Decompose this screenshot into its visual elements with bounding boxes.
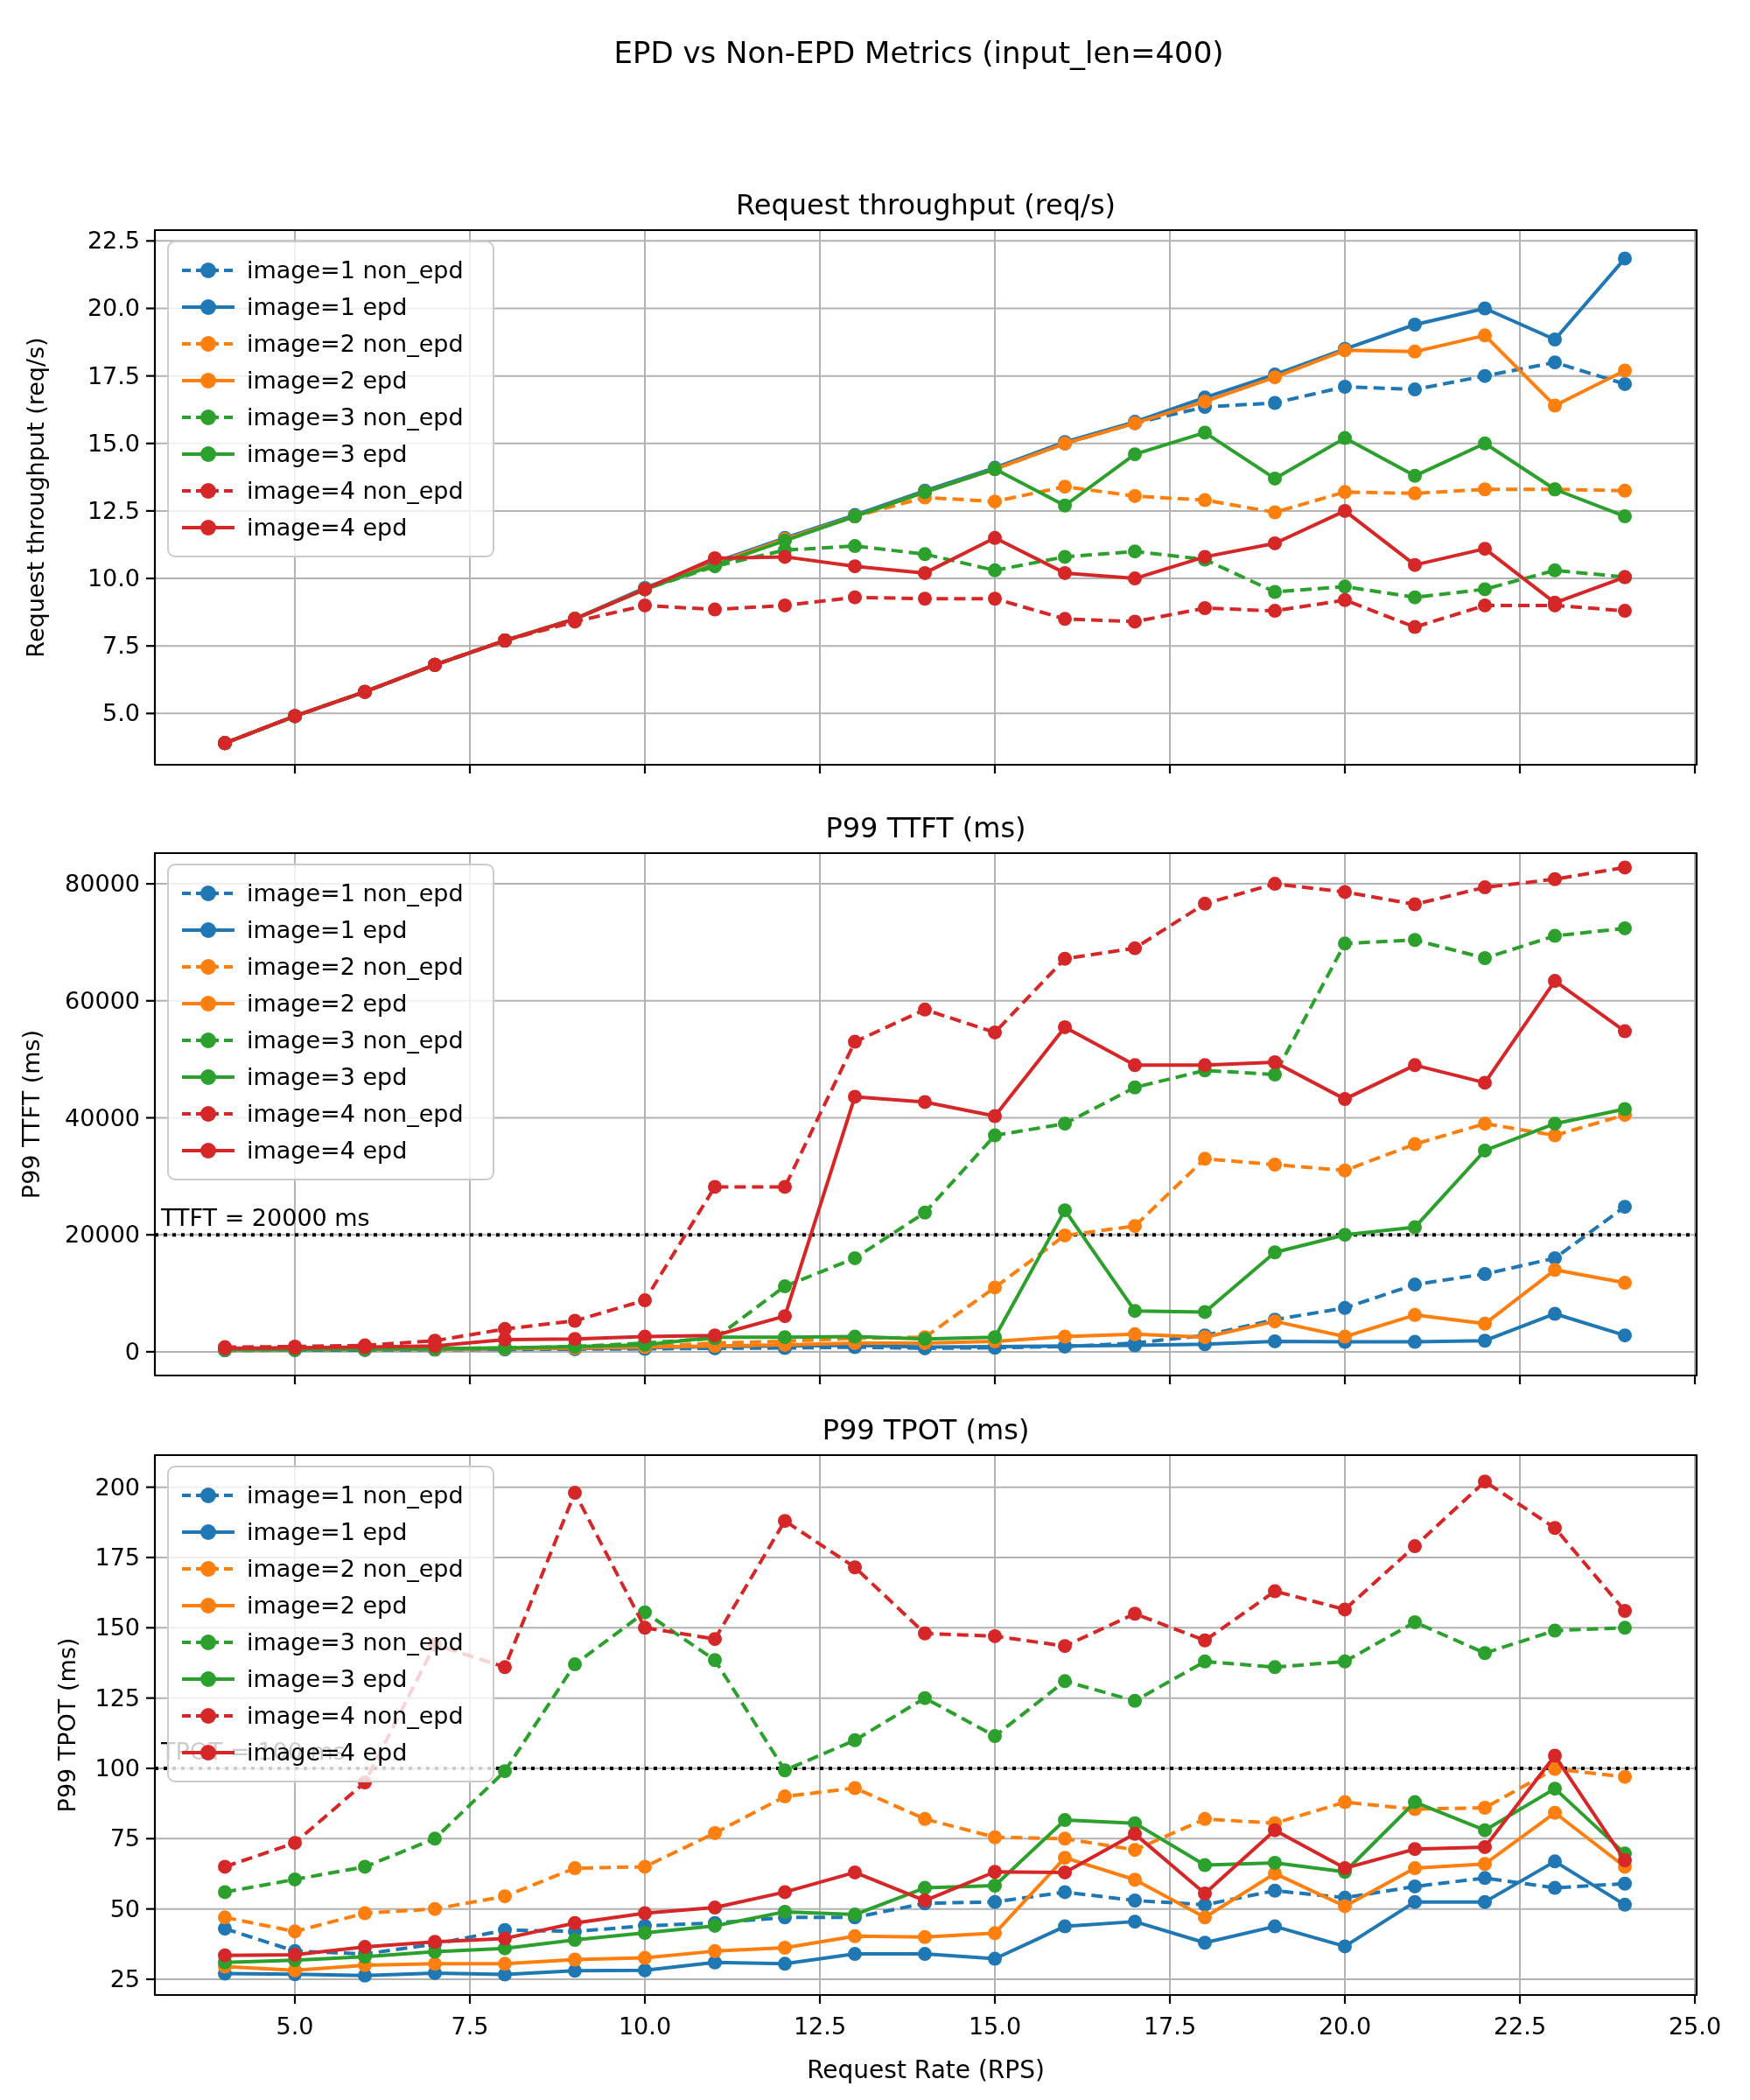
figure: [0, 0, 1750, 2100]
chart-canvas: [0, 0, 1750, 2100]
